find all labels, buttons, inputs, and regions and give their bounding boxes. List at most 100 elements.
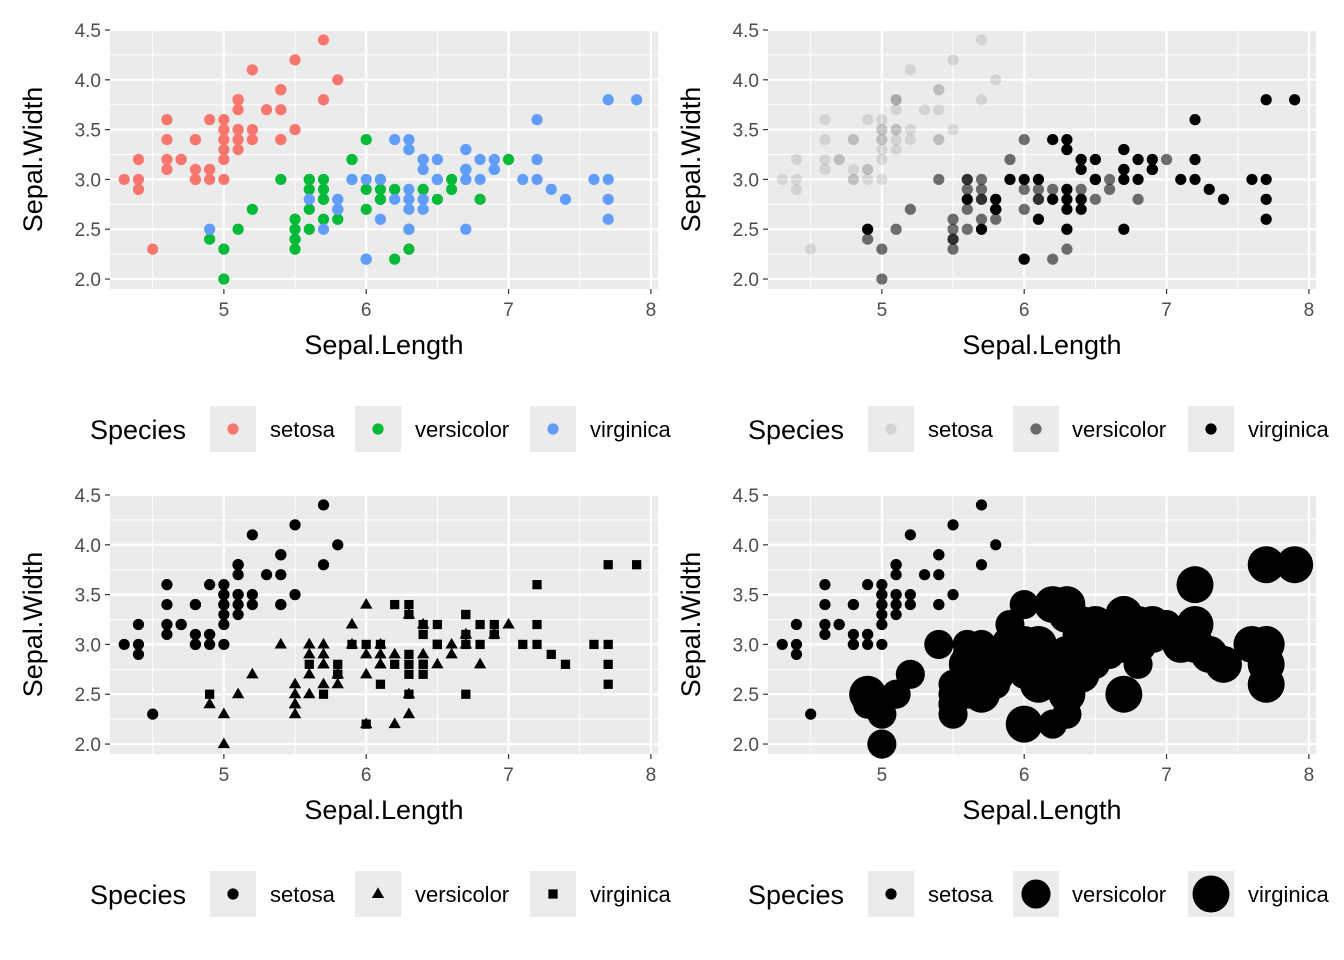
data-point-versicolor: [317, 657, 330, 669]
data-point-versicolor: [402, 707, 416, 719]
data-point-virginica: [1075, 153, 1087, 166]
legend-label-setosa: setosa: [270, 417, 336, 442]
data-point-versicolor: [947, 213, 959, 225]
data-point-setosa: [118, 638, 130, 651]
data-point-setosa: [890, 589, 902, 601]
data-point-versicolor: [502, 153, 515, 166]
legend-symbol-versicolor: [371, 887, 385, 899]
data-point-virginica: [460, 163, 472, 176]
y-axis-title: Sepal.Width: [18, 87, 48, 233]
data-point-setosa: [790, 648, 803, 660]
data-point-versicolor: [1061, 243, 1073, 255]
data-point-virginica: [431, 173, 443, 186]
legend: Species setosa versicolor virginica: [748, 406, 1329, 452]
y-tick-label: 4.5: [733, 21, 759, 42]
data-point-versicolor: [360, 133, 372, 146]
data-point-setosa: [876, 153, 888, 166]
data-point-setosa: [819, 133, 831, 146]
data-point-setosa: [904, 133, 916, 146]
data-point-setosa: [275, 549, 287, 561]
data-point-virginica: [460, 173, 472, 186]
data-point-setosa: [876, 618, 888, 631]
data-point-versicolor: [890, 223, 902, 235]
legend-label-setosa: setosa: [270, 882, 336, 907]
data-point-virginica: [588, 173, 600, 186]
data-point-virginica: [602, 94, 614, 106]
data-point-versicolor: [1018, 203, 1030, 215]
data-point-setosa: [876, 598, 888, 611]
data-point-virginica: [602, 193, 614, 205]
data-point-setosa: [975, 94, 988, 106]
data-point-virginica: [1105, 675, 1143, 713]
data-point-setosa: [132, 183, 145, 195]
data-point-versicolor: [474, 193, 486, 205]
legend: Species setosa versicolor virginica: [90, 406, 671, 452]
data-point-versicolor: [446, 173, 458, 186]
data-point-setosa: [847, 173, 860, 186]
legend-title: Species: [90, 880, 186, 910]
data-point-virginica: [461, 689, 471, 699]
data-point-setosa: [161, 153, 173, 166]
data-point-virginica: [532, 619, 542, 630]
legend: Species setosa versicolor virginica: [748, 871, 1329, 917]
data-point-versicolor: [388, 717, 401, 729]
data-point-virginica: [1260, 213, 1272, 225]
data-point-setosa: [776, 173, 788, 186]
data-point-versicolor: [1004, 153, 1016, 166]
data-point-virginica: [1032, 173, 1045, 186]
data-point-setosa: [847, 598, 860, 611]
y-tick-label: 2.5: [733, 220, 759, 241]
data-point-virginica: [404, 669, 414, 679]
data-point-setosa: [947, 589, 959, 601]
data-point-virginica: [1205, 645, 1242, 683]
y-tick-label: 2.5: [733, 685, 759, 706]
data-point-setosa: [904, 64, 916, 76]
data-point-versicolor: [303, 173, 315, 186]
data-point-versicolor: [360, 647, 373, 659]
data-point-virginica: [1176, 625, 1214, 663]
data-point-virginica: [948, 645, 986, 683]
data-point-setosa: [317, 559, 330, 571]
data-point-setosa: [232, 143, 244, 156]
data-point-virginica: [1004, 173, 1016, 186]
data-point-setosa: [876, 173, 888, 186]
data-point-setosa: [232, 608, 244, 621]
data-point-virginica: [990, 193, 1002, 205]
data-point-virginica: [474, 173, 486, 186]
data-point-virginica: [1019, 665, 1057, 703]
legend-title: Species: [748, 415, 844, 445]
data-point-versicolor: [389, 183, 401, 195]
data-point-versicolor: [1075, 183, 1087, 195]
data-point-setosa: [833, 153, 845, 166]
data-point-setosa: [790, 638, 803, 651]
data-point-virginica: [317, 223, 330, 235]
data-point-versicolor: [346, 153, 358, 166]
data-point-virginica: [1076, 625, 1114, 663]
data-point-versicolor: [317, 173, 330, 186]
data-point-versicolor: [360, 597, 373, 609]
data-point-setosa: [890, 94, 902, 106]
data-point-setosa: [218, 173, 230, 186]
data-point-versicolor: [1089, 193, 1101, 205]
data-point-virginica: [332, 193, 344, 205]
data-point-setosa: [890, 124, 902, 136]
data-point-virginica: [360, 173, 372, 186]
data-point-versicolor: [947, 243, 959, 255]
legend-symbol-virginica: [548, 889, 558, 899]
data-point-versicolor: [217, 707, 231, 719]
legend-label-setosa: setosa: [928, 882, 994, 907]
data-point-virginica: [1048, 645, 1086, 683]
legend-label-virginica: virginica: [1248, 417, 1329, 442]
data-point-virginica: [1075, 203, 1087, 215]
data-point-virginica: [603, 659, 613, 669]
data-point-versicolor: [231, 687, 245, 699]
data-point-setosa: [819, 618, 831, 631]
data-point-setosa: [790, 183, 803, 195]
data-point-setosa: [189, 163, 202, 176]
data-point-versicolor: [1047, 253, 1059, 265]
data-point-versicolor: [924, 629, 954, 659]
data-point-virginica: [1276, 546, 1314, 584]
data-point-setosa: [975, 34, 988, 46]
data-point-virginica: [403, 183, 415, 195]
legend-key-setosa: [868, 406, 914, 452]
